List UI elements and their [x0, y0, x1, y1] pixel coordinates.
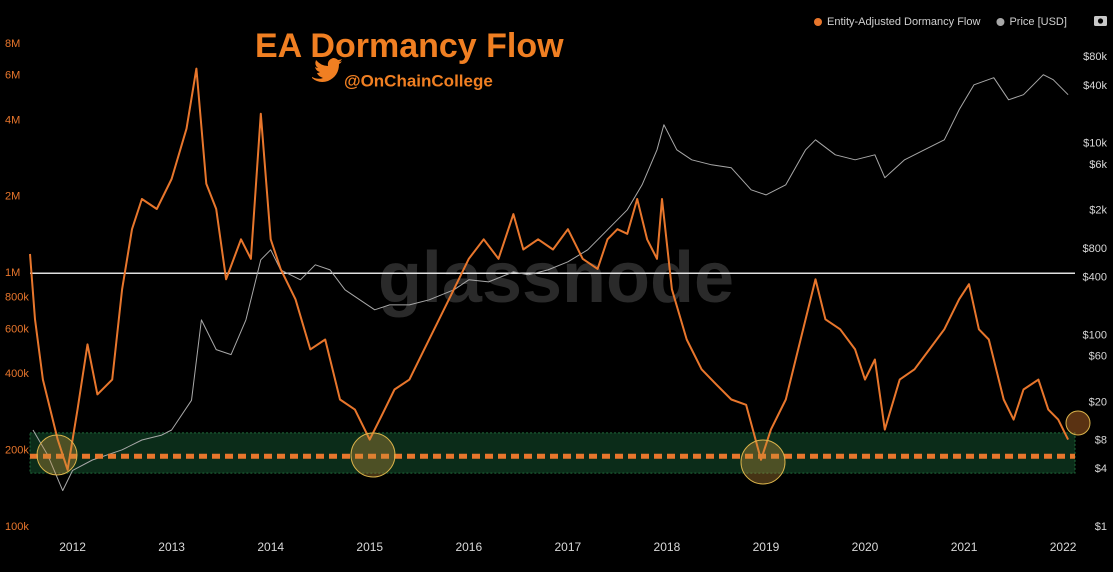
- y2-tick-label: $400: [1083, 272, 1107, 284]
- y-tick-label: 2M: [5, 191, 20, 203]
- subtitle: @OnChainCollege: [344, 71, 493, 90]
- x-tick-label: 2021: [951, 540, 978, 554]
- y2-tick-label: $1: [1095, 521, 1107, 533]
- highlight-circle: [350, 432, 396, 478]
- highlight-circle: [1065, 410, 1091, 436]
- y2-tick-label: $4: [1095, 463, 1107, 475]
- y2-tick-label: $20: [1089, 396, 1107, 408]
- y-tick-label: 4M: [5, 114, 20, 126]
- twitter-icon: [312, 58, 342, 82]
- x-tick-label: 2014: [257, 540, 284, 554]
- y2-tick-label: $2k: [1089, 205, 1107, 217]
- highlight-circle: [36, 434, 78, 476]
- camera-icon[interactable]: [1094, 16, 1107, 26]
- highlight-circle: [740, 439, 786, 485]
- y2-tick-label: $6k: [1089, 159, 1107, 171]
- y-tick-label: 8M: [5, 38, 20, 50]
- camera-lens: [1097, 18, 1104, 24]
- x-tick-label: 2017: [555, 540, 582, 554]
- y2-tick-label: $100: [1083, 329, 1107, 341]
- y2-tick-label: $80k: [1083, 51, 1107, 63]
- y-tick-label: 200k: [5, 445, 29, 457]
- y-tick-label: 400k: [5, 368, 29, 380]
- series-line: [32, 74, 1069, 492]
- legend-marker: [814, 18, 822, 26]
- y2-tick-label: $8: [1095, 434, 1107, 446]
- y-tick-label: 600k: [5, 323, 29, 335]
- x-tick-label: 2018: [654, 540, 681, 554]
- x-tick-label: 2013: [158, 540, 185, 554]
- legend-label: Entity-Adjusted Dormancy Flow: [827, 16, 980, 28]
- y2-tick-label: $10k: [1083, 138, 1107, 150]
- x-tick-label: 2012: [59, 540, 86, 554]
- x-tick-label: 2015: [356, 540, 383, 554]
- chart-title: EA Dormancy Flow: [255, 27, 564, 65]
- y-tick-label: 6M: [5, 70, 20, 82]
- legend-label: Price [USD]: [1009, 16, 1066, 28]
- x-tick-label: 2022: [1050, 540, 1077, 554]
- x-tick-label: 2016: [455, 540, 482, 554]
- legend: Entity-Adjusted Dormancy Flow Price [USD]: [814, 16, 1067, 28]
- series-line: [29, 67, 1069, 471]
- y-tick-label: 100k: [5, 521, 29, 533]
- y2-tick-label: $800: [1083, 243, 1107, 255]
- legend-marker: [996, 18, 1005, 26]
- y2-tick-label: $40k: [1083, 80, 1107, 92]
- y-tick-label: 800k: [5, 292, 29, 304]
- y-tick-label: 1M: [5, 267, 20, 279]
- y2-tick-label: $60: [1089, 351, 1107, 363]
- support-band: [29, 432, 1076, 474]
- x-tick-label: 2020: [852, 540, 879, 554]
- watermark: glassnode: [378, 238, 734, 318]
- x-tick-label: 2019: [753, 540, 780, 554]
